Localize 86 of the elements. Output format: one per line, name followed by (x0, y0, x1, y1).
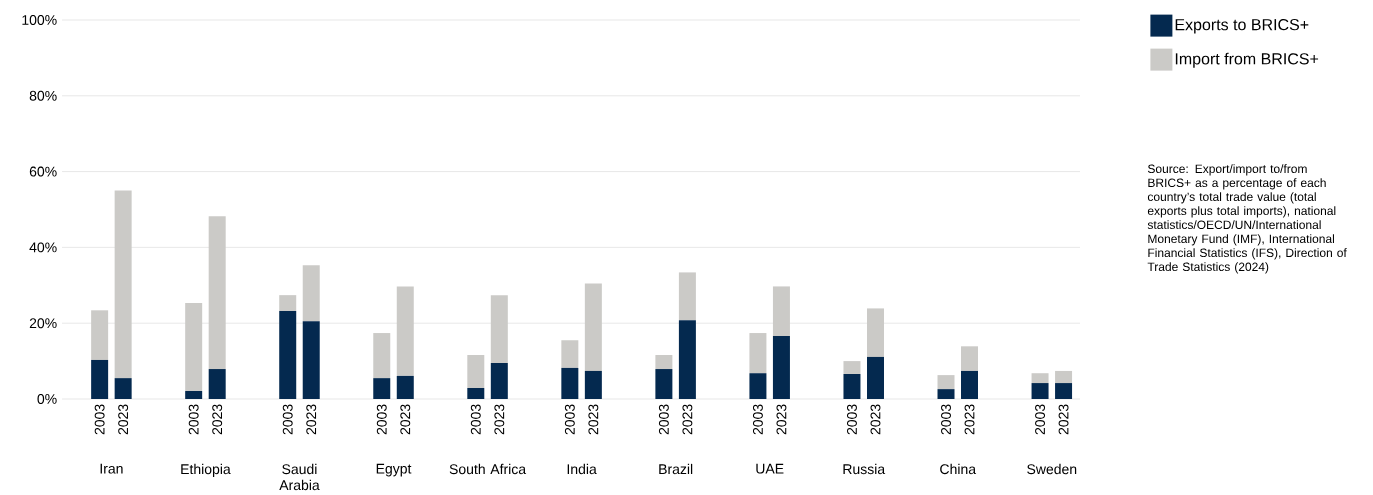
x-tick-label: 2023 (776, 404, 787, 435)
bar (91, 310, 109, 360)
bar (1055, 383, 1073, 399)
bar (279, 311, 297, 399)
bar (749, 373, 767, 399)
bar (749, 333, 767, 374)
x-tick-label: 2023 (494, 404, 505, 435)
text: Russia (843, 463, 886, 475)
x-tick-label: 2023 (588, 404, 599, 435)
bar (279, 295, 297, 312)
bar (561, 340, 579, 368)
x-tick-label: 2003 (282, 404, 293, 435)
x-tick-label: 2003 (470, 404, 481, 435)
bar (678, 320, 696, 399)
y-tick-label: 20% (29, 318, 57, 329)
bar (561, 367, 579, 399)
bar (114, 378, 132, 399)
bar (185, 391, 203, 399)
bar (373, 378, 391, 399)
bar (373, 333, 391, 379)
x-tick-label: 2023 (212, 404, 223, 435)
x-tick-label: 2003 (847, 404, 857, 435)
bar (490, 362, 508, 399)
legend-label: Import from BRICS+ (1175, 52, 1319, 68)
legend-label: Exports to BRICS+ (1175, 18, 1309, 34)
x-tick-label: 2003 (941, 404, 951, 435)
y-tick-label: 80% (29, 90, 57, 101)
x-tick-label: 2003 (658, 404, 669, 435)
bar (396, 375, 414, 399)
bar (655, 355, 673, 370)
y-tick-label: 0% (37, 394, 57, 404)
text: Brazil (659, 463, 693, 475)
source-note: Source: Export/import to/from BRICS+ as a percentage of each country’s total trade value (total exports plus total imports), national statistics/OECD/UN/International Monetary Fund (IMF), International Financial Statistics (IFS), Direction of Trade Statistics (2024) (1147, 164, 1347, 274)
bar (302, 321, 320, 399)
bar (1031, 373, 1049, 384)
text: Ethiopia (181, 463, 231, 477)
bar (937, 375, 955, 390)
text: Sweden (1027, 463, 1077, 475)
bar (678, 272, 696, 321)
x-tick-label: 2023 (1058, 404, 1069, 435)
bar (584, 370, 602, 399)
x-tick-label: 2023 (870, 404, 881, 435)
bar (114, 190, 132, 379)
bar (185, 303, 203, 392)
bar (772, 286, 790, 337)
bar (396, 286, 414, 376)
text: Egypt (376, 463, 412, 477)
x-tick-label: 2023 (118, 404, 129, 435)
x-tick-label: 2003 (752, 404, 763, 435)
x-tick-label: 2003 (188, 404, 199, 435)
bar (866, 308, 884, 357)
bar (843, 373, 861, 399)
bar (91, 359, 109, 399)
x-tick-label: 2003 (376, 404, 387, 435)
bar (961, 370, 979, 399)
bar (467, 388, 485, 399)
text: India (567, 463, 597, 475)
y-tick-label: 100% (22, 15, 57, 25)
x-tick-label: 2003 (94, 404, 105, 435)
text: China (940, 463, 977, 475)
x-tick-label: 2023 (400, 404, 411, 435)
x-tick-label: 2023 (306, 404, 317, 435)
bar (1055, 370, 1073, 384)
bar (208, 369, 226, 399)
bar (467, 355, 485, 388)
x-tick-label: 2003 (564, 404, 575, 435)
bar (655, 369, 673, 399)
x-tick-label: 2023 (964, 404, 975, 435)
text: South Africa (449, 463, 527, 475)
x-tick-label: 2003 (1035, 404, 1046, 435)
bar (866, 356, 884, 399)
bar (843, 361, 861, 374)
bar (302, 265, 320, 322)
bar (961, 346, 979, 371)
y-tick-label: 60% (29, 166, 57, 177)
bar (937, 389, 955, 399)
bar (1031, 383, 1049, 399)
x-tick-label: 2023 (682, 404, 693, 435)
text: Iran (100, 463, 123, 474)
bar (208, 216, 226, 370)
y-tick-label: 40% (29, 242, 57, 253)
text: Saudi Arabia (279, 463, 320, 491)
bar (584, 283, 602, 371)
bar (490, 295, 508, 363)
text: UAE (756, 463, 784, 474)
bar (772, 336, 790, 399)
